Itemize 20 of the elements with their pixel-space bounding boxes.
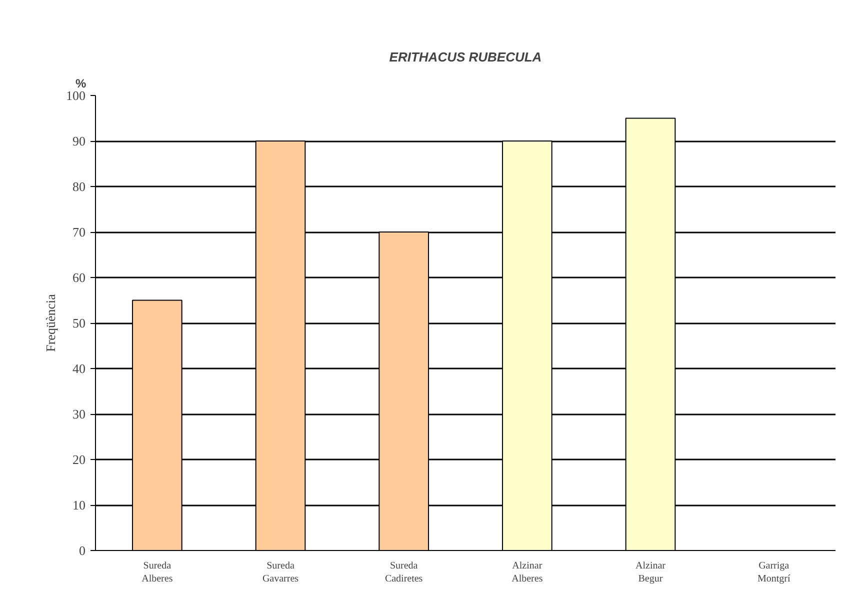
y-axis-title: Freqüència	[43, 294, 58, 352]
y-tick-label: 0	[79, 543, 86, 558]
y-tick-label: 70	[72, 224, 86, 240]
x-tick-label: Alzinar Alberes	[512, 560, 543, 585]
y-tick-label: 10	[72, 498, 86, 512]
text: %	[76, 76, 86, 90]
x-tick-label: Sureda Gavarres	[262, 560, 299, 585]
x-tick-label: Alzinar Begur	[636, 560, 666, 585]
chart-title: ERITHACUS RUBECULA	[389, 50, 542, 64]
y-tick-label: 50	[72, 316, 86, 330]
x-tick-label: Sureda Cadiretes	[384, 560, 423, 585]
y-tick-label: 40	[72, 361, 86, 376]
y-tick-label: 60	[72, 270, 86, 285]
x-tick-label: Sureda Alberes	[142, 560, 173, 585]
y-tick-label: 20	[72, 452, 86, 467]
y-tick-label: 30	[72, 406, 86, 422]
y-tick-label: 80	[72, 179, 86, 194]
y-tick-label: 100	[66, 88, 86, 103]
y-tick-label: 90	[72, 134, 86, 148]
x-tick-label: Garriga Montgrí	[757, 560, 790, 585]
